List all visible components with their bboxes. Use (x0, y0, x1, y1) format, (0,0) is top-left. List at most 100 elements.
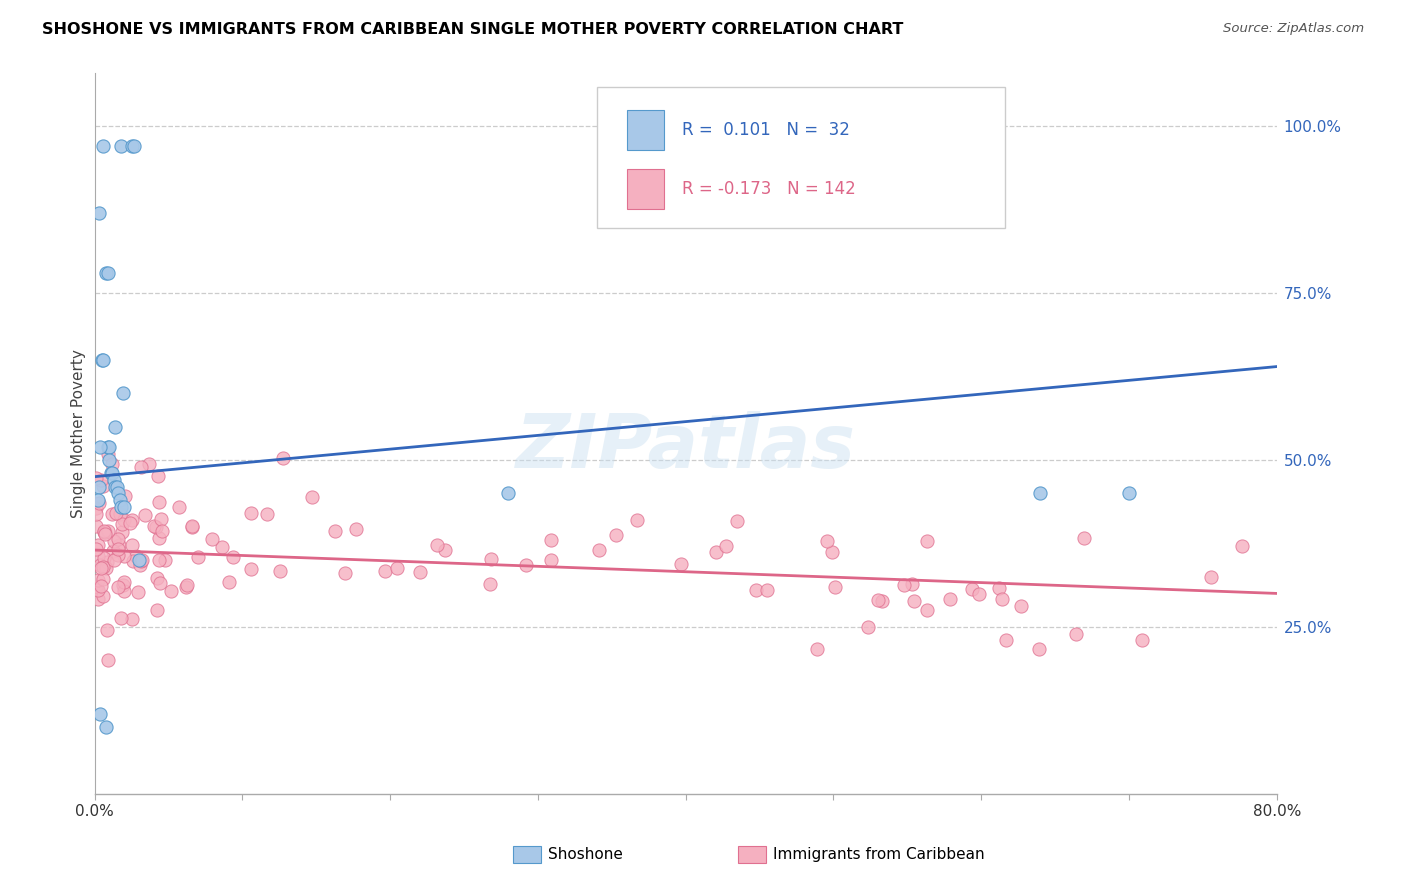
Point (669, 558, 692, 572)
Point (105, 480, 128, 494)
Point (181, 520, 204, 534)
Point (146, 603, 169, 617)
Point (128, 558, 150, 573)
Point (108, 493, 131, 508)
Point (94, 524, 117, 539)
Point (174, 580, 197, 594)
Point (86, 582, 108, 597)
Point (385, 561, 408, 575)
Point (893, 578, 915, 592)
Text: R = -0.173   N = 142: R = -0.173 N = 142 (682, 180, 856, 198)
Point (87, 549, 110, 563)
Point (111, 525, 134, 540)
Point (91, 559, 114, 574)
Point (101, 507, 124, 521)
Point (870, 594, 893, 608)
Point (98, 440, 121, 454)
Point (121, 538, 143, 552)
Point (1064, 626, 1087, 640)
Point (218, 574, 240, 589)
Point (240, 562, 263, 576)
Point (93, 479, 115, 493)
Point (903, 594, 925, 608)
Point (104, 480, 127, 494)
Point (96, 266, 118, 280)
Point (176, 578, 198, 592)
Point (344, 522, 367, 536)
Point (93, 352, 115, 367)
Point (121, 554, 143, 568)
Point (222, 550, 245, 565)
Point (995, 632, 1018, 647)
Point (101, 543, 124, 558)
Point (84, 470, 107, 484)
Point (187, 550, 209, 565)
Point (94, 561, 117, 575)
Point (479, 576, 502, 591)
Point (269, 565, 291, 579)
Y-axis label: Single Mother Poverty: Single Mother Poverty (72, 349, 86, 517)
Point (167, 500, 190, 515)
Point (108, 538, 131, 552)
Text: Shoshone: Shoshone (548, 847, 623, 862)
Point (714, 539, 737, 553)
Point (86, 573, 108, 587)
Point (756, 583, 779, 598)
Point (87, 538, 110, 552)
Point (1029, 486, 1052, 500)
Point (97, 447, 120, 461)
Point (98, 453, 121, 467)
Point (110, 611, 132, 625)
Point (107, 580, 129, 594)
Point (121, 139, 143, 153)
Point (87, 591, 110, 606)
Point (84, 507, 107, 521)
Point (160, 583, 183, 598)
Point (725, 514, 748, 528)
Point (145, 520, 167, 534)
Point (86, 518, 108, 533)
Point (426, 538, 449, 552)
Point (93, 525, 115, 540)
Point (97, 524, 120, 538)
Point (145, 571, 167, 585)
Point (112, 549, 135, 563)
Point (112, 500, 135, 514)
Point (148, 495, 170, 509)
Point (91, 572, 114, 586)
Point (104, 419, 127, 434)
Point (112, 575, 135, 590)
Point (967, 587, 990, 601)
Point (1118, 486, 1140, 500)
Point (110, 139, 132, 153)
Point (301, 490, 323, 504)
Point (94, 527, 117, 541)
Point (479, 552, 502, 566)
Point (84, 581, 107, 595)
Point (143, 519, 166, 533)
Point (103, 553, 125, 567)
Point (991, 591, 1014, 606)
Point (129, 460, 152, 475)
Point (103, 533, 125, 548)
Point (273, 450, 295, 465)
Point (704, 545, 727, 559)
Text: ZIPatlas: ZIPatlas (516, 411, 856, 484)
Point (745, 582, 768, 597)
Point (84, 581, 107, 595)
Point (107, 548, 129, 562)
Point (111, 516, 134, 531)
Point (131, 553, 153, 567)
Point (89, 706, 111, 721)
Point (153, 552, 176, 566)
Point (93, 524, 115, 539)
Point (150, 524, 173, 539)
Point (515, 558, 537, 573)
Point (1130, 633, 1153, 648)
Point (323, 524, 346, 538)
Point (100, 467, 122, 481)
Point (97, 266, 120, 280)
Point (104, 507, 127, 521)
Point (125, 549, 148, 563)
Point (87, 480, 110, 494)
